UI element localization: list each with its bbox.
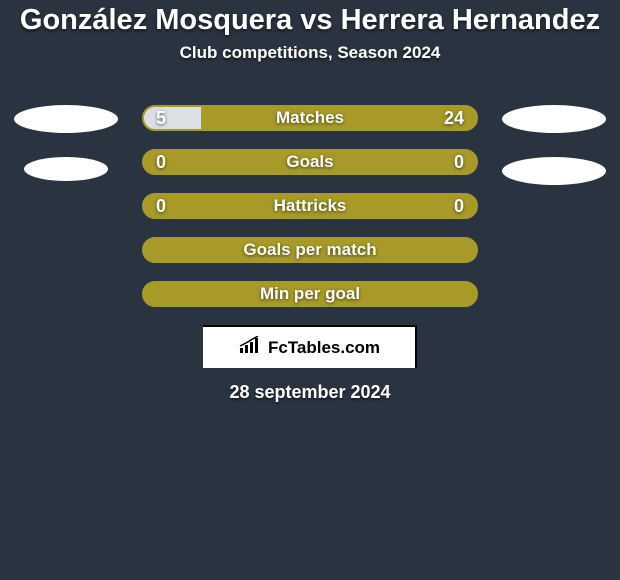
stat-bar: Goals0 0 [142, 149, 478, 175]
stat-row: Goals0 0 [142, 149, 478, 175]
page-subtitle: Club competitions, Season 2024 [0, 43, 620, 63]
stat-bar: Matches5 24 [142, 105, 478, 131]
stat-row: Hattricks0 0 [142, 193, 478, 219]
chart-rows-container: Matches524Goals00Hattricks00Goals per ma… [142, 105, 478, 307]
team-logo-right [502, 105, 606, 133]
stat-label: Min per goal [144, 283, 476, 305]
team-logo-left [24, 157, 108, 181]
stat-bar: Min per goal [142, 281, 478, 307]
date-text: 28 september 2024 [0, 382, 620, 403]
stat-value-right: 24 [444, 107, 464, 129]
stat-row: Min per goal [142, 281, 478, 307]
brand-text: FcTables.com [268, 338, 380, 358]
stat-value-left: 0 [156, 151, 166, 173]
stat-value-right: 0 [454, 195, 464, 217]
team-logo-left [14, 105, 118, 133]
stat-bar: Hattricks0 0 [142, 193, 478, 219]
brand-chart-icon [238, 336, 262, 359]
stat-label: Goals per match [144, 239, 476, 261]
brand-box: FcTables.com [203, 325, 417, 368]
stat-label: Hattricks [144, 195, 476, 217]
team-logo-right [502, 157, 606, 185]
stat-value-left: 0 [156, 195, 166, 217]
comparison-chart: Matches524Goals00Hattricks00Goals per ma… [0, 105, 620, 307]
stat-label: Matches [144, 107, 476, 129]
stat-bar: Goals per match [142, 237, 478, 263]
page-title: González Mosquera vs Herrera Hernandez [0, 0, 620, 37]
stat-row: Goals per match [142, 237, 478, 263]
stat-value-right: 0 [454, 151, 464, 173]
stat-value-left: 5 [156, 107, 166, 129]
stat-label: Goals [144, 151, 476, 173]
stat-row: Matches5 24 [142, 105, 478, 131]
